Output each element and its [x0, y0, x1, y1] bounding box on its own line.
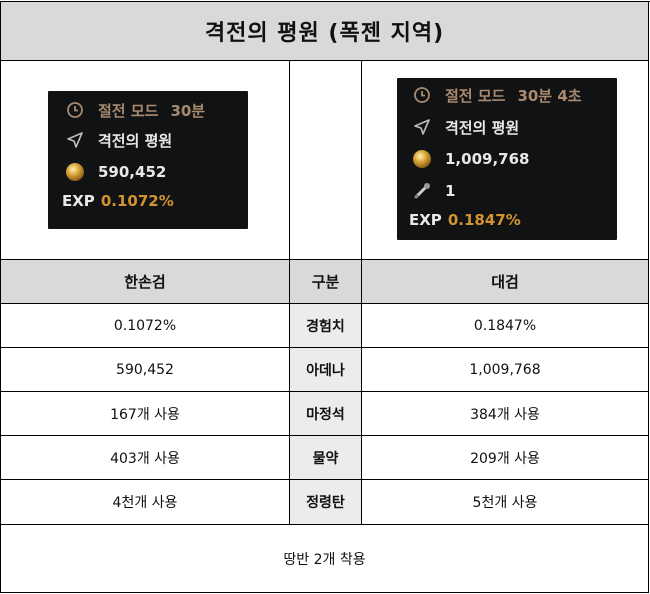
table-row-adena-right: 1,009,768	[361, 347, 649, 392]
cell-value: 403개 사용	[110, 450, 180, 467]
cell-value: 4천개 사용	[112, 495, 178, 511]
footer-note: 땅반 2개 착용	[283, 551, 366, 568]
cell-value: 0.1847%	[473, 317, 537, 334]
clock-icon	[62, 97, 88, 123]
row-label: 정령탄	[306, 495, 345, 511]
header-one-hand-sword: 한손검	[124, 273, 166, 291]
hud-mode-time: 30분	[170, 101, 206, 120]
row-label: 경험치	[306, 318, 345, 335]
cell-value: 1,009,768	[469, 361, 541, 378]
navigation-arrow-icon	[62, 127, 88, 153]
page-title: 격전의 평원 (폭젠 지역)	[204, 21, 445, 46]
cell-value: 590,452	[116, 361, 174, 378]
header-two-hand-sword: 대검	[491, 273, 519, 291]
row-label: 마정석	[306, 406, 345, 423]
table-row-spiritshot-right: 5천개 사용	[361, 479, 649, 525]
table-row-spiritshot-label: 정령탄	[289, 479, 362, 525]
table-row-magic-stone-right: 384개 사용	[361, 391, 649, 436]
cell-value: 209개 사용	[470, 450, 540, 467]
navigation-arrow-icon	[409, 114, 435, 140]
row-label: 아데나	[306, 362, 345, 379]
table-row-adena-left: 590,452	[0, 347, 290, 392]
footer-cell: 땅반 2개 착용	[0, 524, 649, 593]
table-row-spiritshot-left: 4천개 사용	[0, 479, 290, 525]
header-left-cell: 한손검	[0, 259, 290, 304]
table-title-cell: 격전의 평원 (폭젠 지역)	[0, 1, 649, 61]
hud-item-count: 1	[445, 182, 456, 200]
table-row-magic-stone-left: 167개 사용	[0, 391, 290, 436]
scroll-item-icon	[409, 178, 435, 204]
clock-icon	[409, 82, 435, 108]
hud-adena: 590,452	[98, 163, 167, 181]
table-row-adena-label: 아데나	[289, 347, 362, 392]
cell-value: 167개 사용	[110, 406, 180, 423]
hud-location-row: 격전의 평원	[62, 127, 172, 153]
hud-exp-value: 0.1072%	[100, 192, 174, 210]
hud-adena-row: 590,452	[62, 159, 166, 185]
table-row-exp-label: 경험치	[289, 303, 362, 348]
cell-value: 384개 사용	[470, 406, 540, 423]
hud-exp-label: EXP	[409, 211, 442, 229]
table-row-exp-right: 0.1847%	[361, 303, 649, 348]
header-category: 구분	[311, 273, 340, 291]
hud-item-row: 1	[409, 178, 455, 204]
header-middle-cell: 구분	[289, 259, 362, 304]
hud-exp-label: EXP	[62, 192, 95, 210]
right-hud-screenshot: 절전 모드 30분 4초 격전의 평원 1,009,768 1 EXP 0.18…	[397, 78, 617, 240]
hud-mode-time: 30분 4초	[517, 86, 582, 105]
hud-mode-row: 절전 모드 30분	[62, 97, 205, 123]
hud-adena: 1,009,768	[445, 150, 530, 168]
table-row-magic-stone-label: 마정석	[289, 391, 362, 436]
hud-adena-row: 1,009,768	[409, 146, 529, 172]
hud-exp-row: EXP 0.1847%	[409, 211, 521, 229]
hud-location: 격전의 평원	[445, 118, 520, 137]
hud-exp-value: 0.1847%	[447, 211, 521, 229]
cell-value: 5천개 사용	[472, 495, 538, 511]
hud-location-row: 격전의 평원	[409, 114, 519, 140]
table-row-potion-right: 209개 사용	[361, 435, 649, 480]
hud-location: 격전의 평원	[98, 131, 173, 150]
hud-mode-label: 절전 모드	[445, 86, 506, 105]
cell-value: 0.1072%	[113, 317, 177, 334]
table-row-potion-label: 물약	[289, 435, 362, 480]
row-label: 물약	[312, 450, 339, 467]
table-row-exp-left: 0.1072%	[0, 303, 290, 348]
hud-mode-row: 절전 모드 30분 4초	[409, 82, 582, 108]
hud-mode-label: 절전 모드	[98, 101, 159, 120]
gold-coin-icon	[62, 159, 88, 185]
hud-exp-row: EXP 0.1072%	[62, 192, 174, 210]
table-row-potion-left: 403개 사용	[0, 435, 290, 480]
middle-empty-cell	[289, 60, 362, 260]
header-right-cell: 대검	[361, 259, 649, 304]
gold-coin-icon	[409, 146, 435, 172]
left-hud-screenshot: 절전 모드 30분 격전의 평원 590,452 EXP 0.1072%	[48, 91, 248, 229]
